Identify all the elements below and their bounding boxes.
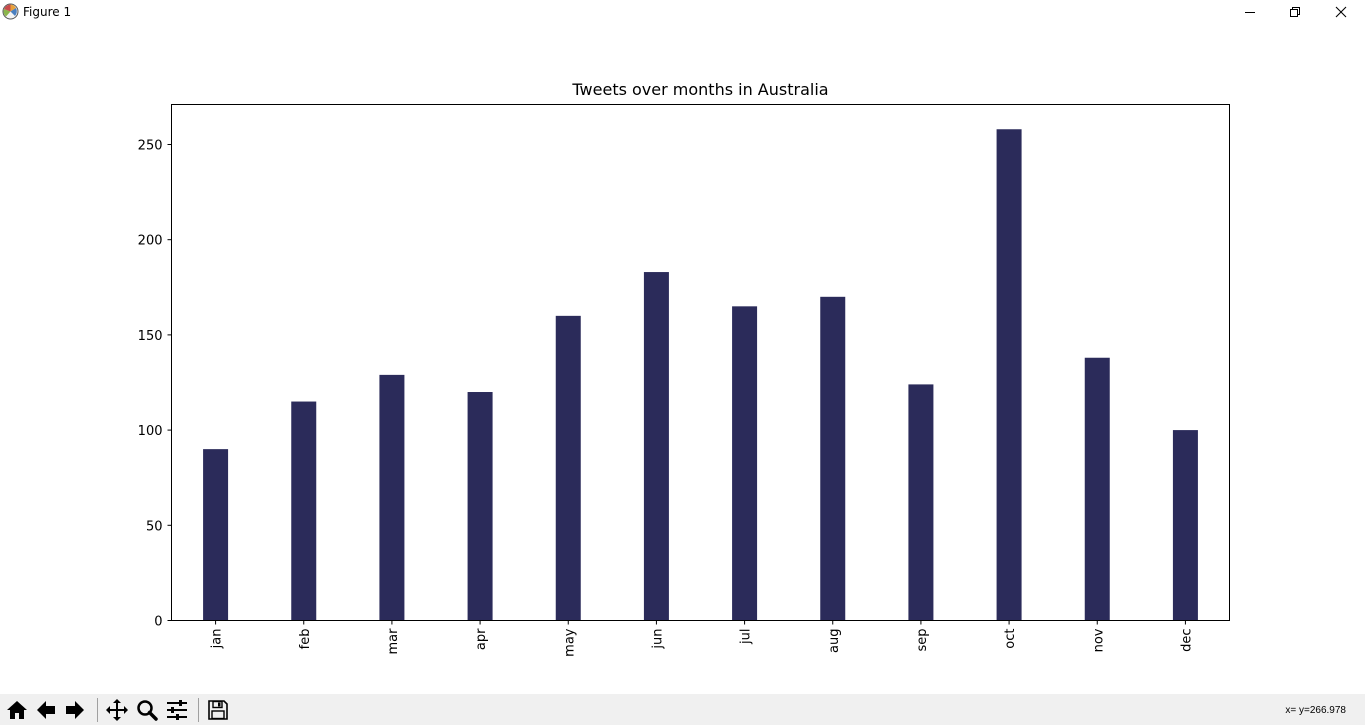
x-tick-label-nov: nov <box>1091 628 1106 652</box>
magnifier-icon <box>137 700 158 721</box>
zoom-button[interactable] <box>134 697 160 723</box>
matplotlib-logo-icon[interactable] <box>2 3 19 20</box>
y-tick-label: 0 <box>154 615 162 630</box>
x-tick-label-mar: mar <box>386 628 401 655</box>
bar-jul <box>732 306 758 621</box>
y-tick-label: 50 <box>146 519 163 534</box>
floppy-disk-icon <box>208 700 228 720</box>
restore-button[interactable] <box>1272 0 1318 24</box>
back-button[interactable] <box>33 697 59 723</box>
x-tick-label-aug: aug <box>827 629 842 653</box>
bar-mar <box>379 374 405 621</box>
x-tick-label-jul: jul <box>739 629 754 645</box>
bar-nov <box>1084 357 1110 621</box>
chart-title: Tweets over months in Australia <box>571 80 828 99</box>
x-tick-label-oct: oct <box>1003 629 1018 649</box>
save-button[interactable] <box>205 697 231 723</box>
y-tick-label: 100 <box>138 424 163 439</box>
bar-feb <box>291 401 317 621</box>
forward-button[interactable] <box>62 697 88 723</box>
bar-oct <box>996 129 1022 621</box>
arrow-right-icon <box>66 701 84 719</box>
y-tick-label: 250 <box>138 138 163 153</box>
toolbar-separator <box>198 698 199 722</box>
bar-apr <box>467 392 493 621</box>
bar-sep <box>908 384 934 621</box>
close-button[interactable] <box>1318 0 1364 24</box>
plot-frame <box>171 104 1230 621</box>
home-icon <box>7 701 27 719</box>
pan-button[interactable] <box>104 697 130 723</box>
bar-chart[interactable]: Tweets over months in Australia 0 50 100 150… <box>0 24 1365 694</box>
toolbar-separator <box>97 698 98 722</box>
bar-dec <box>1172 430 1198 621</box>
navigation-toolbar: x= y=266.978 <box>0 694 1365 725</box>
bar-aug <box>820 296 846 621</box>
minimize-icon <box>1245 12 1255 13</box>
bar-jan <box>203 449 229 621</box>
sliders-icon <box>167 700 187 720</box>
home-button[interactable] <box>4 697 30 723</box>
configure-subplots-button[interactable] <box>164 697 190 723</box>
window-titlebar: Figure 1 <box>0 0 1365 24</box>
arrow-left-icon <box>37 701 55 719</box>
cursor-coordinates: x= y=266.978 <box>1285 705 1346 716</box>
y-tick-label: 150 <box>138 329 163 344</box>
bar-may <box>555 315 581 621</box>
x-tick-label-sep: sep <box>915 629 930 652</box>
move-arrows-icon <box>106 699 128 721</box>
x-tick-label-apr: apr <box>474 628 489 650</box>
x-tick-label-jun: jun <box>650 629 665 650</box>
figure-canvas[interactable]: Tweets over months in Australia 0 50 100 150… <box>0 24 1365 694</box>
minimize-button[interactable] <box>1227 0 1273 24</box>
x-tick-label-feb: feb <box>298 629 313 650</box>
x-tick-label-jan: jan <box>210 629 225 650</box>
x-tick-label-dec: dec <box>1179 629 1194 652</box>
restore-icon <box>1290 7 1300 17</box>
x-tick-label-may: may <box>562 628 577 657</box>
close-icon <box>1335 6 1347 18</box>
y-tick-label: 200 <box>138 234 163 249</box>
window-title: Figure 1 <box>23 5 72 19</box>
bar-jun <box>643 272 669 621</box>
